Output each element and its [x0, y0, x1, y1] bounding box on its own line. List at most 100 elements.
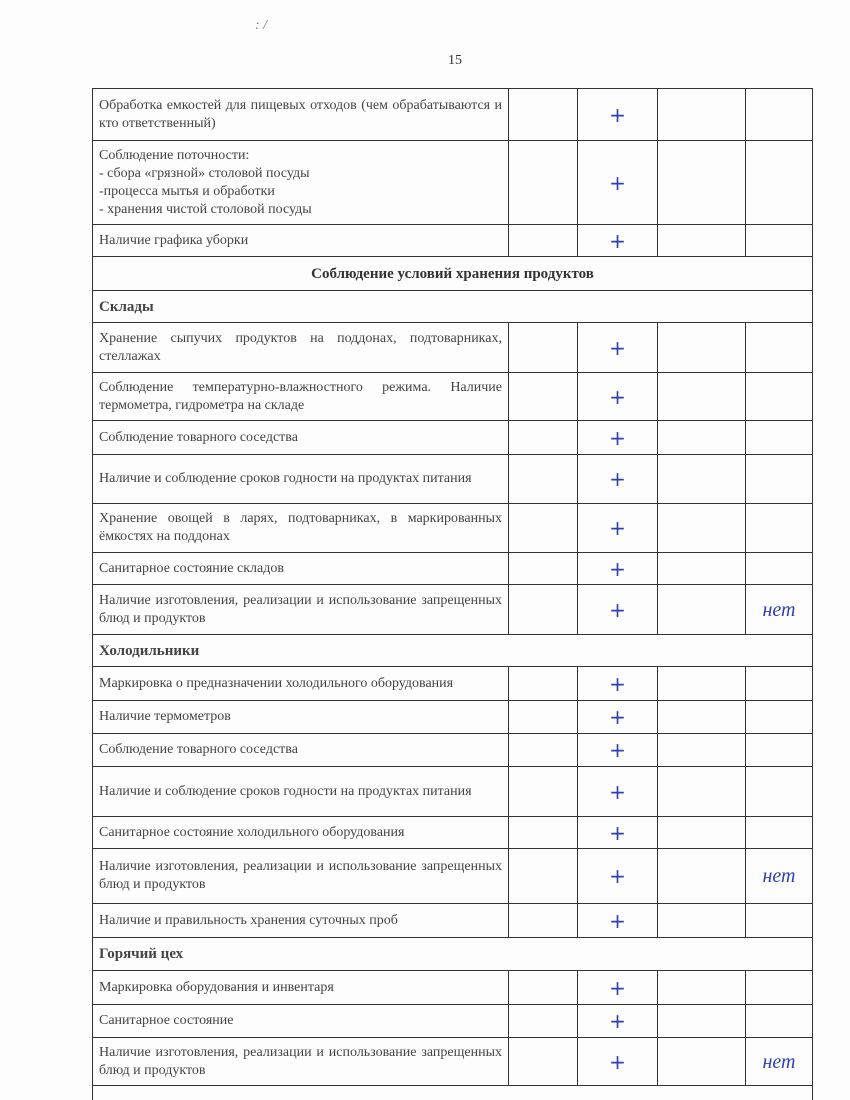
criterion-text: Хранение сыпучих продуктов на поддонах, … [92, 322, 509, 373]
check-mark: + [577, 1037, 658, 1086]
subsection-title [92, 1085, 813, 1100]
cell-empty [657, 372, 746, 421]
check-mark: + [577, 88, 658, 141]
criterion-text: Хранение овощей в ларях, подтоварниках, … [92, 503, 509, 553]
cell-empty [508, 766, 578, 817]
criterion-text: Маркировка о предназначении холодильного… [92, 666, 509, 701]
handwritten-note [745, 666, 813, 701]
handwritten-note [745, 503, 813, 553]
cell-empty [657, 584, 746, 635]
handwritten-note [745, 372, 813, 421]
cell-empty [657, 733, 746, 767]
cell-empty [508, 454, 578, 504]
cell-empty [508, 1037, 578, 1086]
table-row: Хранение сыпучих продуктов на поддонах, … [92, 322, 813, 373]
cell-empty [657, 700, 746, 734]
cell-empty [508, 420, 578, 455]
criterion-text: Наличие и соблюдение сроков годности на … [92, 766, 509, 817]
table-row: Маркировка оборудования и инвентаря + [92, 970, 813, 1005]
table-row: Наличие и соблюдение сроков годности на … [92, 766, 813, 817]
handwritten-note [745, 88, 813, 141]
criterion-text: Наличие и правильность хранения суточных… [92, 903, 509, 938]
check-mark: + [577, 903, 658, 938]
criterion-text: Санитарное состояние холодильного оборуд… [92, 816, 509, 849]
handwritten-note [745, 552, 813, 585]
handwritten-note [745, 322, 813, 373]
cell-empty [657, 224, 746, 257]
criterion-text: Наличие и соблюдение сроков годности на … [92, 454, 509, 504]
cell-empty [657, 420, 746, 455]
table-row: Маркировка о предназначении холодильного… [92, 666, 813, 701]
subsection-title: Горячий цех [92, 937, 813, 971]
check-mark: + [577, 766, 658, 817]
criterion-text: Соблюдение товарного соседства [92, 733, 509, 767]
handwritten-note: нет [745, 848, 813, 904]
handwritten-note [745, 224, 813, 257]
section-title: Соблюдение условий хранения продуктов [92, 256, 813, 291]
subsection-title: Холодильники [92, 634, 813, 667]
check-mark: + [577, 1004, 658, 1038]
cell-empty [657, 766, 746, 817]
table-row: Наличие и правильность хранения суточных… [92, 903, 813, 938]
handwritten-note [745, 420, 813, 455]
cell-empty [657, 322, 746, 373]
table-row: Соблюдение температурно-влажностного реж… [92, 372, 813, 421]
handwritten-note [745, 816, 813, 849]
cell-empty [657, 816, 746, 849]
table-row: Соблюдение товарного соседства + [92, 420, 813, 455]
check-mark: + [577, 552, 658, 585]
check-mark: + [577, 224, 658, 257]
check-mark: + [577, 503, 658, 553]
cell-empty [657, 903, 746, 938]
cell-empty [508, 733, 578, 767]
corner-mark: : / [255, 18, 268, 33]
handwritten-note [745, 970, 813, 1005]
subsection-row: Горячий цех [92, 937, 813, 971]
table-row: Наличие графика уборки + [92, 224, 813, 257]
check-mark: + [577, 454, 658, 504]
check-mark: + [577, 584, 658, 635]
handwritten-note: нет [745, 1037, 813, 1086]
table-row: Наличие изготовления, реализации и испол… [92, 584, 813, 635]
cell-empty [508, 372, 578, 421]
handwritten-note [745, 1004, 813, 1038]
check-mark: + [577, 666, 658, 701]
cell-empty [657, 503, 746, 553]
cell-empty [508, 666, 578, 701]
handwritten-note [745, 766, 813, 817]
criterion-text: Обработка емкостей для пищевых отходов (… [92, 88, 509, 141]
check-mark: + [577, 322, 658, 373]
criterion-text: Соблюдение температурно-влажностного реж… [92, 372, 509, 421]
table-row: Наличие термометров + [92, 700, 813, 734]
handwritten-note [745, 700, 813, 734]
subsection-row: Склады [92, 290, 813, 323]
table-row: Соблюдение товарного соседства + [92, 733, 813, 767]
criterion-text: Маркировка оборудования и инвентаря [92, 970, 509, 1005]
page-number: 15 [448, 53, 462, 68]
cell-empty [508, 88, 578, 141]
inspection-table: Обработка емкостей для пищевых отходов (… [92, 88, 813, 1100]
subsection-row: Холодильники [92, 634, 813, 667]
cell-empty [657, 666, 746, 701]
criterion-text: Наличие изготовления, реализации и испол… [92, 584, 509, 635]
table-row: Санитарное состояние + [92, 1004, 813, 1038]
table-row: Наличие изготовления, реализации и испол… [92, 848, 813, 904]
check-mark: + [577, 848, 658, 904]
table-row: Обработка емкостей для пищевых отходов (… [92, 88, 813, 141]
cell-empty [508, 503, 578, 553]
criterion-text: Наличие термометров [92, 700, 509, 734]
check-mark: + [577, 140, 658, 225]
cell-empty [508, 816, 578, 849]
cell-empty [657, 88, 746, 141]
criterion-text: Наличие изготовления, реализации и испол… [92, 1037, 509, 1086]
handwritten-note [745, 903, 813, 938]
handwritten-note [745, 454, 813, 504]
check-mark: + [577, 733, 658, 767]
subsection-title: Склады [92, 290, 813, 323]
criterion-text: Санитарное состояние складов [92, 552, 509, 585]
cell-empty [657, 552, 746, 585]
table-row: Соблюдение поточности: - сбора «грязной»… [92, 140, 813, 225]
cell-empty [508, 224, 578, 257]
criterion-text: Наличие графика уборки [92, 224, 509, 257]
cell-empty [508, 970, 578, 1005]
